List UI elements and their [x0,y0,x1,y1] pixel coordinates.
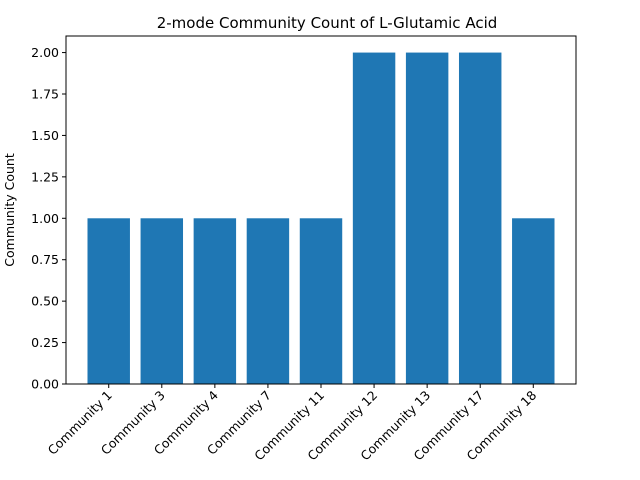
bar-community-18 [512,218,555,384]
plot-frame [65,35,577,385]
y-tick-label: 1.00 [31,211,59,226]
y-tick-label: 1.50 [31,128,59,143]
bar-community-4 [193,218,237,384]
y-axis: 0.00 0.25 0.50 0.75 1.00 1.25 1.50 1.75 2.00 [31,45,66,392]
y-tick-label: 0.50 [31,294,59,309]
chart-title: 2-mode Community Count of L-Glutamic Aci… [157,14,498,32]
y-tick-label: 1.25 [31,169,59,184]
y-tick-label: 2.00 [31,45,59,60]
y-tick-label: 1.75 [31,87,59,102]
bar-community-12 [352,52,396,384]
y-tick-label: 0.25 [31,335,59,350]
bar-community-11 [299,218,343,384]
bar-community-13 [405,52,449,384]
bars-group [87,52,555,384]
y-tick-label: 0.75 [31,252,59,267]
bar-community-1 [87,218,130,384]
bar-community-3 [140,218,184,384]
y-axis-label: Community Count [2,153,17,267]
bar-community-17 [458,52,502,384]
y-tick-label: 0.00 [31,377,59,392]
bar-community-7 [246,218,290,384]
